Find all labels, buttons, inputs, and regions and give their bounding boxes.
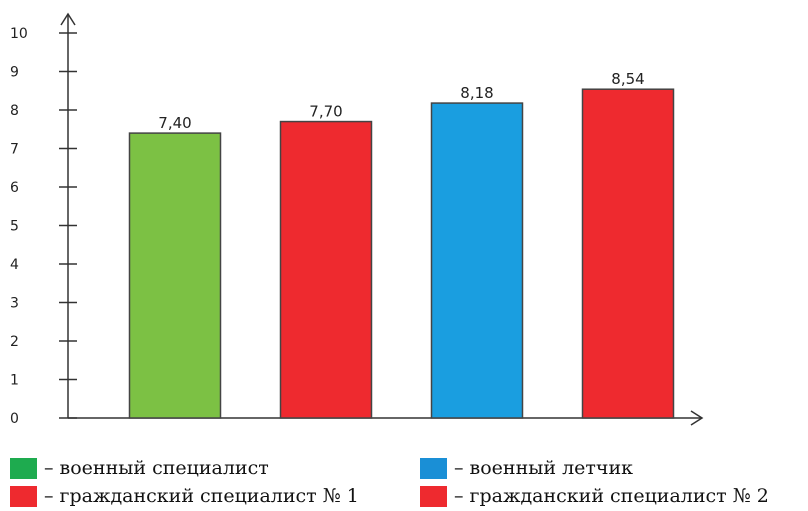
legend-item-military-pilot: – военный летчик: [420, 457, 633, 479]
y-axis-arrow: [60, 12, 76, 26]
y-tick-label: 2: [10, 334, 19, 350]
legend-item-civil-specialist-1: – гражданский специалист № 1: [10, 485, 359, 507]
y-tick-label: 5: [10, 219, 19, 235]
bar-value-label: 7,70: [309, 103, 342, 121]
y-tick-label: 7: [10, 142, 19, 158]
bar-chart: 0 1 2 3 4 5 6 7 8 9 10 7,40 7,70 8,18 8,54: [10, 12, 704, 427]
y-tick-label: 8: [10, 103, 19, 119]
legend: – военный специалист – военный летчик – …: [0, 455, 808, 511]
value-labels: 7,40 7,70 8,18 8,54: [158, 70, 644, 132]
y-tick-label: 9: [10, 65, 19, 81]
legend-item-military-specialist: – военный специалист: [10, 457, 269, 479]
legend-label: – военный летчик: [454, 457, 633, 479]
bar: [581, 88, 675, 419]
bars: [128, 88, 675, 419]
y-tick-label: 4: [10, 257, 19, 273]
bar-value-label: 8,18: [460, 84, 493, 102]
x-axis-arrow: [690, 410, 704, 426]
y-tick-label: 1: [10, 373, 19, 389]
y-tick-label: 6: [10, 180, 19, 196]
legend-item-civil-specialist-2: – гражданский специалист № 2: [420, 485, 769, 507]
bar-value-label: 8,54: [611, 70, 644, 88]
y-tick-label: 0: [10, 411, 19, 427]
legend-label: – гражданский специалист № 2: [454, 485, 769, 507]
bar: [430, 102, 524, 419]
legend-swatch: [10, 485, 37, 507]
legend-swatch: [10, 457, 37, 479]
legend-label: – военный специалист: [44, 457, 269, 479]
legend-swatch: [420, 457, 447, 479]
bar: [279, 120, 373, 419]
legend-swatch: [420, 485, 447, 507]
y-ticks: 0 1 2 3 4 5 6 7 8 9 10: [10, 26, 77, 427]
y-tick-label: 3: [10, 296, 19, 312]
y-tick-label: 10: [10, 26, 28, 42]
bar: [128, 132, 222, 419]
legend-label: – гражданский специалист № 1: [44, 485, 359, 507]
bar-value-label: 7,40: [158, 114, 191, 132]
